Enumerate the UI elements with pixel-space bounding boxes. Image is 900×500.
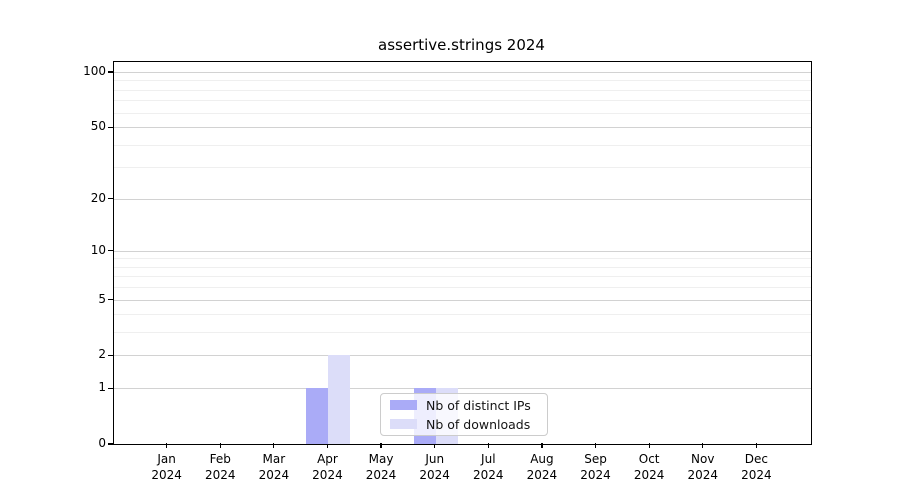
y-tick-label: 20	[90, 190, 106, 205]
y-tick-label: 50	[90, 119, 106, 134]
y-tick-label: 2	[98, 347, 106, 362]
y-grid-minor	[114, 314, 811, 316]
y-grid-minor	[114, 144, 811, 146]
y-grid-minor	[114, 167, 811, 169]
x-tick	[487, 443, 489, 448]
x-tick	[702, 443, 704, 448]
x-tick	[594, 443, 597, 448]
x-tick	[755, 443, 757, 448]
y-grid-major	[114, 388, 811, 390]
y-tick	[108, 443, 113, 445]
x-tick	[166, 443, 168, 448]
x-tick-label: Mar 2024	[258, 452, 290, 482]
y-grid-major	[114, 250, 811, 252]
y-grid-minor	[114, 112, 811, 114]
x-tick	[273, 443, 275, 448]
legend: Nb of distinct IPs Nb of downloads	[380, 393, 548, 436]
plot-area: Nb of distinct IPs Nb of downloads	[108, 61, 812, 445]
y-grid-minor	[114, 276, 811, 278]
x-tick	[434, 443, 436, 448]
y-tick-label: 100	[83, 64, 106, 79]
y-tick-label: 1	[98, 380, 106, 395]
legend-swatch-downloads	[390, 419, 417, 429]
y-axis-labels: 0 1 2 5 10 20 50 100	[0, 61, 106, 450]
y-grid-minor	[114, 258, 811, 260]
y-grid-major	[114, 72, 811, 74]
y-grid-major	[114, 198, 811, 200]
x-tick-label: Aug 2024	[526, 452, 558, 482]
y-grid-minor	[114, 287, 811, 289]
y-tick	[108, 126, 113, 128]
y-tick	[108, 354, 113, 357]
x-tick-label: Feb 2024	[204, 452, 236, 482]
legend-label-downloads: Nb of downloads	[426, 416, 531, 432]
x-tick	[326, 443, 329, 448]
y-tick	[108, 198, 113, 200]
y-grid-minor	[114, 100, 811, 102]
y-tick	[108, 71, 113, 73]
x-tick-label: Jul 2024	[473, 452, 504, 482]
y-grid-major	[114, 355, 811, 357]
x-tick-label: Sep 2024	[580, 452, 611, 482]
x-tick-label: Oct 2024	[633, 452, 665, 482]
x-tick-label: Apr 2024	[312, 452, 343, 482]
x-tick-label: Jun 2024	[419, 452, 450, 482]
y-tick	[108, 298, 113, 301]
legend-item-distinct-ips: Nb of distinct IPs	[381, 397, 547, 413]
x-tick-label: Nov 2024	[687, 452, 719, 482]
x-tick-label: Dec 2024	[741, 452, 772, 482]
bar-nb-of-downloads-apr-2024	[328, 355, 351, 444]
y-tick-label: 10	[90, 242, 106, 257]
y-tick-label: 5	[98, 291, 106, 306]
x-tick-label: May 2024	[365, 452, 397, 482]
x-tick	[648, 443, 650, 448]
y-grid-major	[114, 299, 811, 301]
x-tick	[541, 443, 543, 448]
y-grid-minor	[114, 80, 811, 82]
y-grid-major	[114, 127, 811, 129]
legend-swatch-distinct-ips	[390, 400, 417, 410]
x-tick-label: Jan 2024	[151, 452, 182, 482]
x-tick	[219, 443, 221, 448]
y-tick-label: 0	[98, 436, 106, 450]
y-tick	[108, 387, 113, 389]
y-grid-minor	[114, 332, 811, 334]
y-tick	[108, 250, 113, 252]
legend-item-downloads: Nb of downloads	[381, 416, 547, 432]
y-grid-minor	[114, 266, 811, 268]
legend-label-distinct-ips: Nb of distinct IPs	[426, 397, 531, 413]
bar-nb-of-distinct-ips-apr-2024	[306, 388, 329, 444]
chart-title: assertive.strings 2024	[378, 36, 545, 54]
y-grid-minor	[114, 89, 811, 91]
x-tick	[380, 443, 382, 448]
